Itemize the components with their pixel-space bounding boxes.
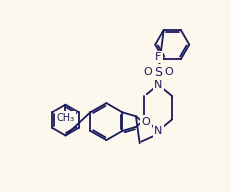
Text: N: N (154, 126, 162, 136)
Text: S: S (154, 66, 162, 79)
Text: N: N (154, 80, 162, 90)
Text: O: O (143, 67, 152, 77)
Text: O: O (165, 67, 173, 77)
Text: F: F (155, 52, 161, 62)
Text: O: O (142, 117, 150, 127)
Text: CH₃: CH₃ (56, 113, 75, 123)
